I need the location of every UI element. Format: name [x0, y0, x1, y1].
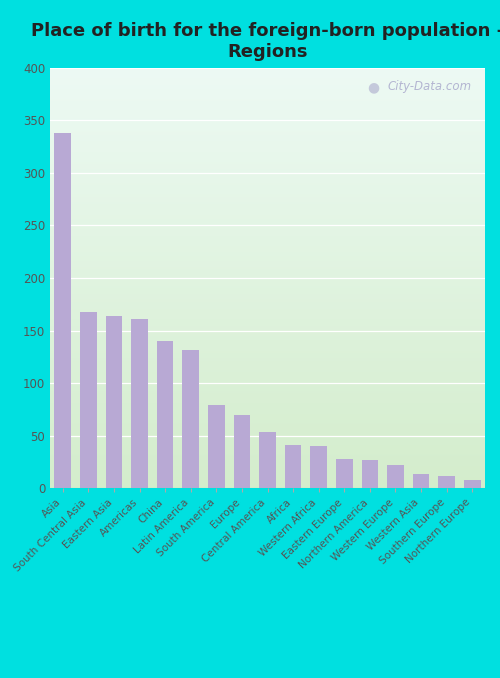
Bar — [310, 446, 327, 488]
Bar — [106, 316, 122, 488]
Bar — [54, 133, 71, 488]
Bar — [259, 433, 276, 488]
Bar — [182, 351, 199, 488]
Bar — [336, 459, 352, 488]
Bar — [157, 341, 174, 488]
Title: Place of birth for the foreign-born population -
Regions: Place of birth for the foreign-born popu… — [31, 22, 500, 61]
Bar — [208, 405, 224, 488]
Bar — [285, 445, 302, 488]
Bar — [464, 480, 480, 488]
Bar — [387, 465, 404, 488]
Bar — [234, 414, 250, 488]
Bar — [412, 475, 430, 488]
Bar — [362, 460, 378, 488]
Text: City-Data.com: City-Data.com — [388, 81, 472, 94]
Bar — [438, 475, 455, 488]
Bar — [80, 312, 96, 488]
Text: ●: ● — [368, 81, 380, 94]
Bar — [131, 319, 148, 488]
